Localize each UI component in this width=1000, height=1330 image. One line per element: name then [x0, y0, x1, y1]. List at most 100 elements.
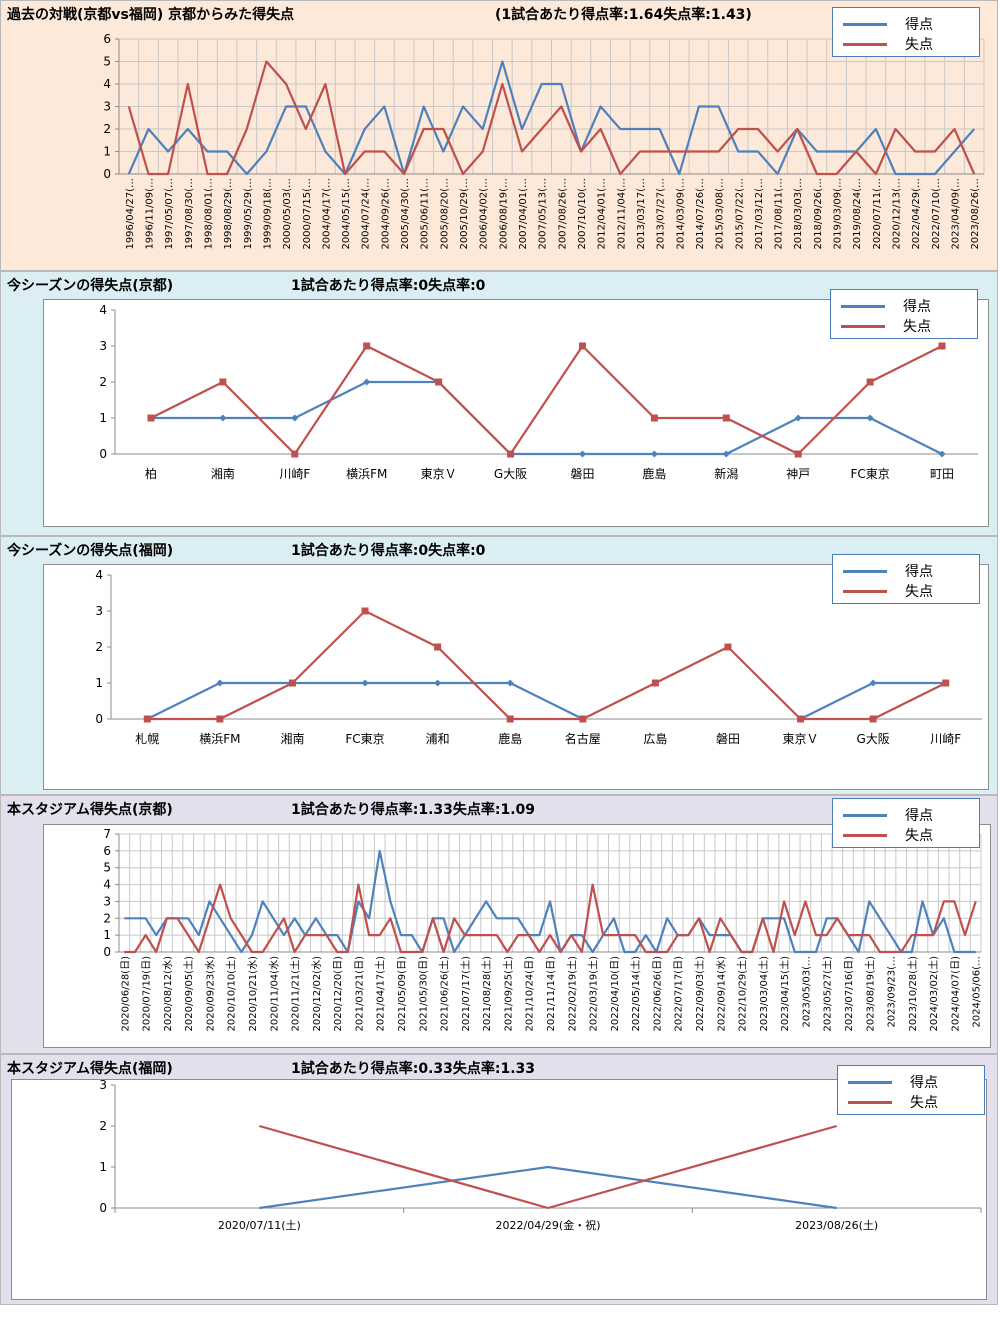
chart-legend: 得点 失点 [830, 289, 978, 339]
y-tick-label: 0 [95, 712, 103, 726]
data-point-concede [578, 342, 586, 350]
x-tick-label: 1997/08/30(… [184, 178, 195, 250]
x-tick-label: 2019/08/24(… [852, 178, 863, 250]
x-tick-label: 2004/09/26(… [380, 178, 391, 250]
legend-concede-label: 失点 [910, 1095, 938, 1111]
section-rate: (1試合あたり得点率:1.64失点率:1.43) [495, 7, 752, 23]
x-tick-label: 2018/09/26(… [813, 178, 824, 250]
y-tick-label: 3 [99, 1078, 107, 1092]
x-tick-label: 2004/05/15(… [341, 178, 352, 250]
x-tick-label: 1996/04/27(… [125, 178, 136, 250]
x-tick-label: 2007/05/13(… [538, 178, 549, 250]
x-tick-label: 2023/05/27(土) [821, 956, 834, 1032]
x-tick-label: 2007/10/10(… [577, 178, 588, 250]
x-tick-label: 東京Ｖ [421, 467, 457, 481]
series-line-score [146, 681, 946, 720]
y-tick-label: 2 [99, 375, 107, 389]
x-tick-label: 2024/05/06(… [972, 956, 983, 1028]
y-tick-label: 3 [99, 339, 107, 353]
x-tick-label: 2014/03/09(… [675, 178, 686, 250]
y-tick-label: 2 [95, 640, 103, 654]
x-tick-label: 広島 [643, 731, 667, 746]
x-tick-label: 2020/12/13(… [892, 178, 903, 250]
x-tick-label: 2023/05/03(… [801, 956, 812, 1028]
x-tick-label: 2020/07/19(日) [142, 956, 153, 1032]
data-point-concede [434, 643, 442, 651]
legend-score-label: 得点 [905, 17, 933, 33]
series-line-score [259, 1165, 837, 1210]
x-tick-label: 2006/04/02(… [479, 178, 490, 250]
x-tick-label: 1998/08/29(… [223, 178, 234, 250]
x-tick-label: 2022/06/26(日) [652, 956, 663, 1032]
y-tick-label: 5 [103, 55, 111, 69]
x-tick-label: 1997/05/07(… [164, 178, 175, 250]
legend-concede-swatch [841, 325, 885, 328]
x-tick-label: 2022/04/29(金・祝) [496, 1218, 601, 1232]
x-tick-label: 鹿島 [498, 731, 522, 746]
data-point-score [794, 414, 802, 422]
data-point-score [361, 679, 369, 687]
x-tick-label: 2020/07/11(土) [218, 1219, 301, 1232]
x-tick-label: 柏 [145, 466, 157, 481]
x-tick-label: 2022/09/03(土) [693, 956, 706, 1032]
data-point-concede [942, 679, 950, 687]
x-tick-label: 1999/09/18(… [262, 178, 273, 250]
x-tick-label: 町田 [930, 467, 954, 481]
chart-legend: 得点 失点 [832, 554, 980, 604]
data-point-concede [506, 715, 514, 723]
x-tick-label: FC東京 [345, 732, 384, 746]
legend-concede-swatch [848, 1101, 892, 1104]
chart-frame [43, 564, 989, 790]
x-tick-label: 2013/03/17(… [636, 178, 647, 250]
x-tick-label: 2020/08/12(水) [162, 956, 174, 1032]
x-tick-label: 2022/03/19(土) [587, 956, 600, 1032]
x-tick-label: 神戸 [786, 467, 810, 481]
x-tick-label: 横浜FM [199, 732, 240, 746]
x-tick-label: 2017/08/11(… [774, 178, 785, 250]
x-tick-label: 2017/03/12(… [754, 178, 765, 250]
chart-stadium-kyoto: 0 1 2 3 4 5 6 7 2020/06/28(日) 2020/07/19(日) 2020/0… [103, 827, 983, 1032]
y-tick-label: 4 [103, 77, 111, 91]
section-stadium-fukuoka: 本スタジアム得失点(福岡) 1試合あたり得点率:0.33失点率:1.33 0 1 2… [0, 1054, 998, 1305]
y-tick-label: 2 [99, 1119, 107, 1133]
section-title: 過去の対戦(京都vs福岡) 京都からみた得失点 [7, 7, 295, 23]
x-tick-label: 2015/03/08(… [715, 178, 726, 250]
x-tick-label: 2021/05/09(日) [397, 956, 408, 1032]
section-rate: 1試合あたり得点率:1.33失点率:1.09 [291, 802, 536, 818]
data-point-score [216, 679, 224, 687]
legend-concede-label: 失点 [903, 319, 931, 335]
x-tick-label: 磐田 [716, 732, 740, 746]
x-tick-label: 2023/04/09(… [951, 178, 962, 250]
x-tick-label: 2023/10/28(土) [906, 956, 919, 1032]
x-tick-label: 2022/10/29(土) [736, 956, 749, 1032]
data-point-concede [219, 378, 227, 386]
x-tick-label: 2022/02/19(土) [565, 956, 578, 1032]
x-tick-label: 川崎F [930, 732, 961, 746]
chart-frame [11, 1079, 987, 1300]
x-tick-label: FC東京 [850, 467, 889, 481]
series-line-score [151, 380, 943, 456]
data-point-concede [797, 715, 805, 723]
data-point-concede [363, 342, 371, 350]
legend-concede-swatch [843, 590, 887, 593]
data-point-concede [651, 679, 659, 687]
x-tick-label: 2012/04/01(… [597, 178, 608, 250]
x-tick-label: 2021/07/17(土) [459, 956, 472, 1032]
x-tick-label: 2020/12/02(水) [311, 956, 323, 1032]
x-tick-label: 2020/10/10(土) [225, 956, 238, 1032]
y-tick-label: 3 [103, 100, 111, 114]
x-tick-label: 2021/04/17(土) [374, 956, 387, 1032]
x-tick-label: G大阪 [856, 732, 889, 746]
x-tick-label: 2024/03/02(土) [927, 956, 940, 1032]
y-tick-label: 4 [103, 878, 111, 892]
x-tick-label: 2023/04/15(土) [778, 956, 791, 1032]
x-tick-label: 2020/10/21(水) [247, 956, 259, 1032]
x-tick-label: 2019/03/09(… [833, 178, 844, 250]
x-tick-label: 新潟 [714, 466, 738, 481]
data-point-concede [143, 715, 151, 723]
x-tick-label: 浦和 [426, 732, 450, 746]
data-point-concede [650, 414, 658, 422]
data-point-concede [361, 607, 369, 615]
legend-concede-label: 失点 [905, 584, 933, 600]
legend-score-label: 得点 [905, 564, 933, 580]
